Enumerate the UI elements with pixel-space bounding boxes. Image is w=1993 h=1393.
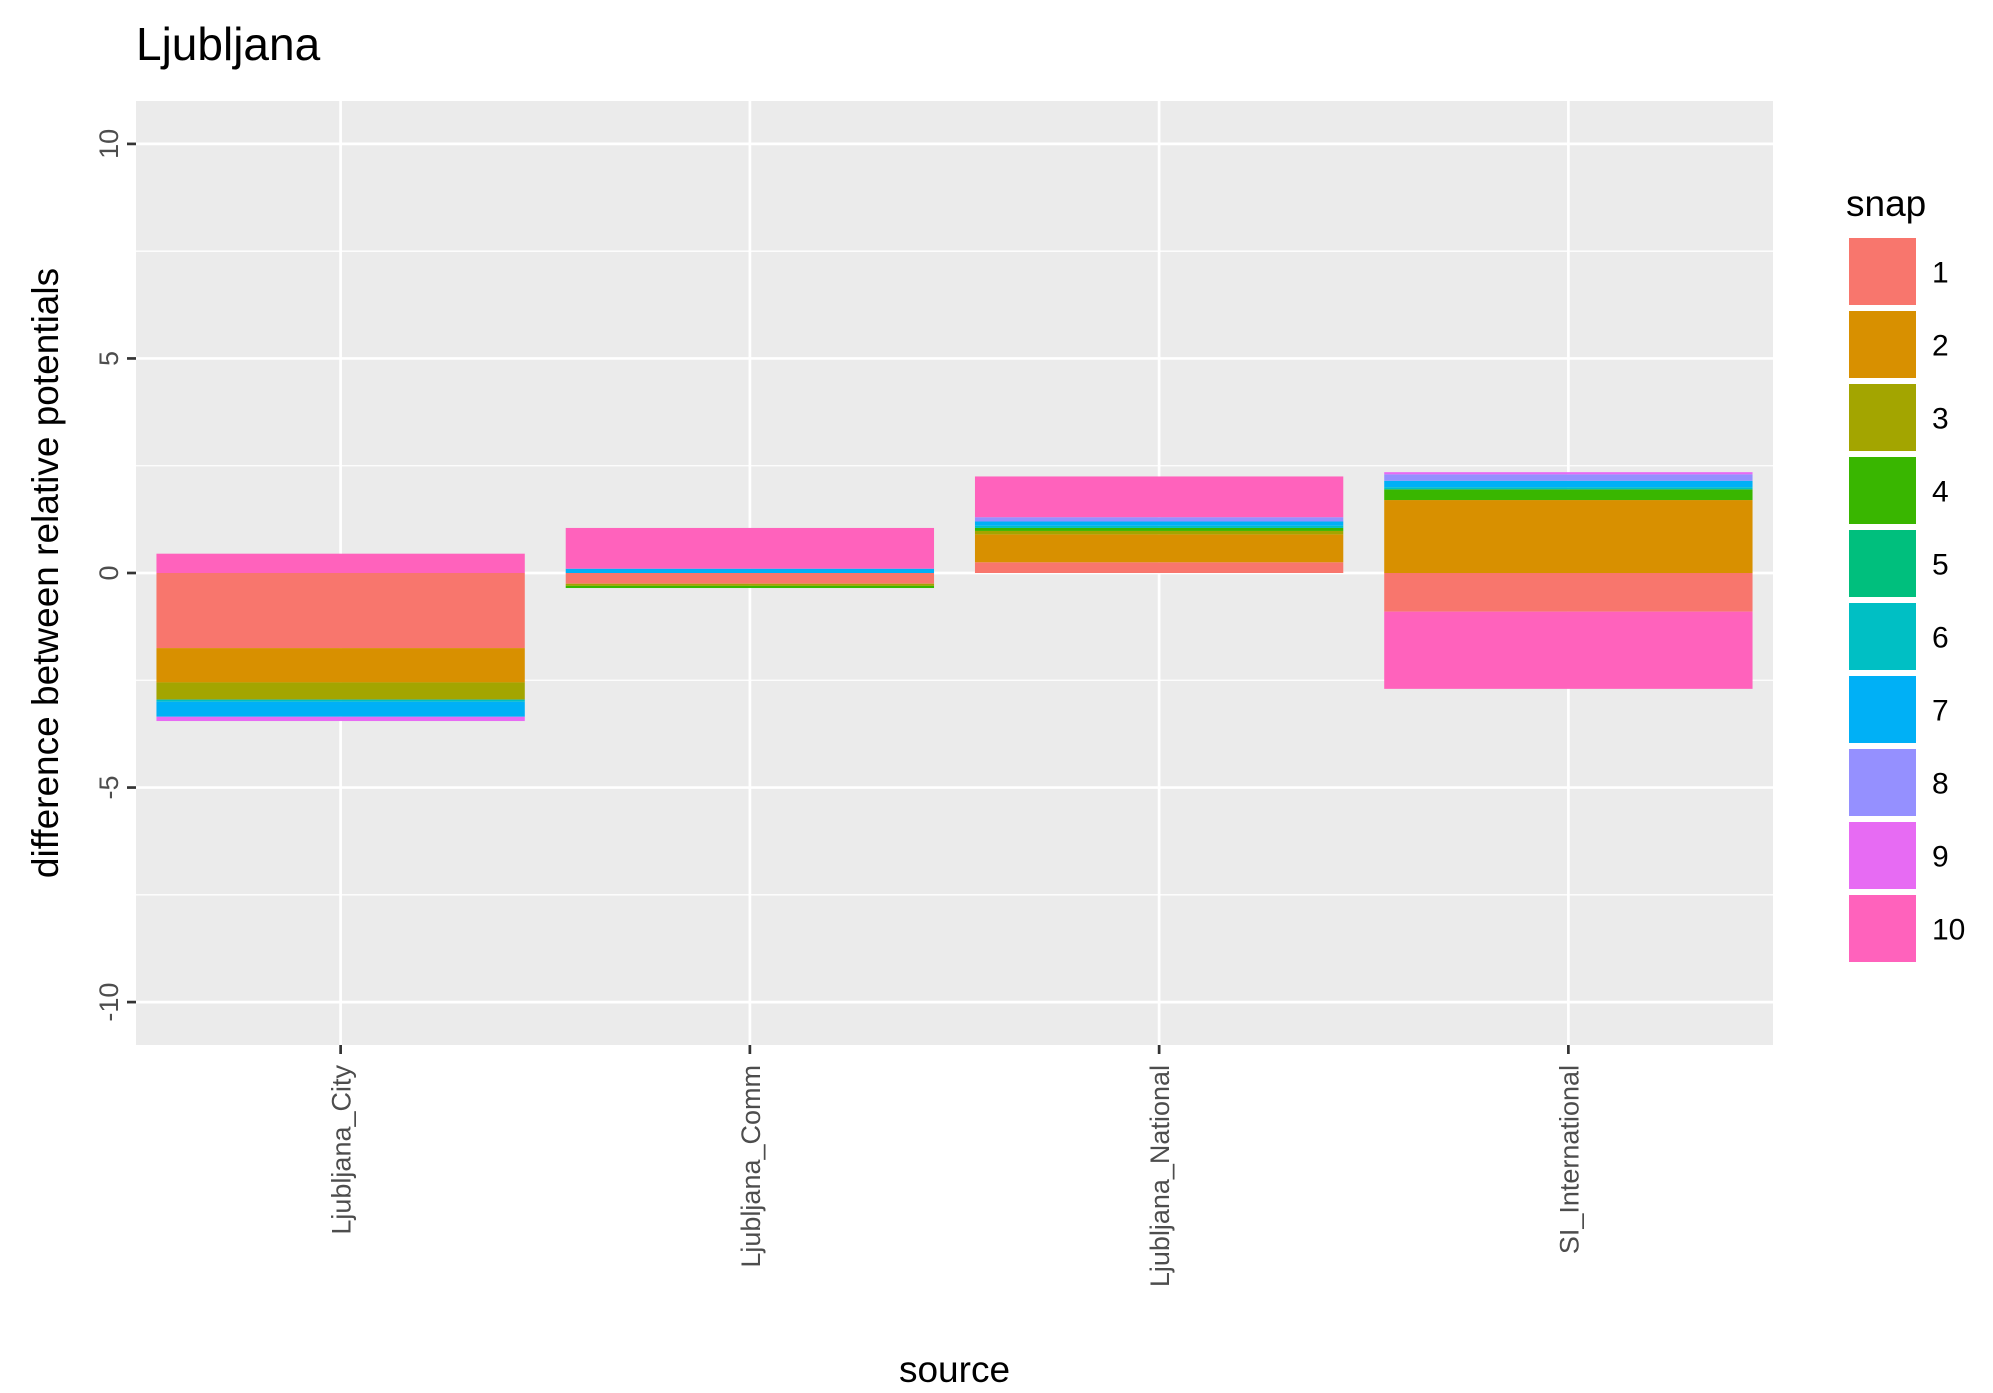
bar-segment	[1384, 611, 1753, 689]
legend-label: 9	[1932, 841, 1949, 874]
y-axis-title: difference between relative potentials	[25, 268, 66, 878]
bar-segment	[565, 568, 935, 573]
x-axis-title: source	[899, 1349, 1010, 1390]
legend-key	[1849, 676, 1916, 743]
legend-key	[1849, 457, 1916, 524]
x-tick-label: SI_International	[1554, 1065, 1584, 1254]
bar-segment	[565, 585, 935, 589]
bar-segment	[974, 562, 1344, 573]
legend-label: 1	[1932, 257, 1949, 290]
legend-key	[1849, 749, 1916, 816]
bar-segment	[1384, 472, 1753, 475]
bar-segment	[1384, 489, 1753, 501]
legend: snap 1 2 3 4 5 6 7 8 9 10	[1846, 183, 1965, 962]
chart-title: Ljubljana	[136, 18, 321, 70]
legend-key	[1849, 822, 1916, 889]
bar-segment	[156, 699, 525, 702]
bar-segment	[156, 682, 525, 700]
bars	[156, 472, 1753, 722]
bar-segment	[156, 716, 525, 722]
y-tick-label: 5	[94, 351, 124, 366]
axes: -10 -5 0 5 10 Ljubljana_City Ljubljana_Comm Lju…	[94, 129, 1584, 1287]
x-tick-label: Ljubljana_National	[1145, 1065, 1175, 1287]
y-tick-label: -10	[94, 983, 124, 1022]
x-tick-label: Ljubljana_City	[327, 1065, 357, 1235]
legend-key	[1849, 530, 1916, 597]
y-tick-label: 0	[94, 565, 124, 580]
bar-segment	[565, 527, 935, 569]
bar-segment	[1384, 500, 1753, 573]
bar-segment	[565, 573, 935, 584]
legend-label: 3	[1932, 403, 1949, 436]
legend-label: 4	[1932, 476, 1949, 509]
bar-segment	[974, 530, 1344, 535]
bar-segment	[156, 701, 525, 717]
bar-segment	[974, 517, 1344, 522]
legend-label: 10	[1932, 914, 1965, 947]
legend-label: 5	[1932, 549, 1949, 582]
legend-label: 8	[1932, 768, 1949, 801]
bar-segment	[974, 521, 1344, 526]
legend-key	[1849, 603, 1916, 670]
bar-segment	[1384, 474, 1753, 481]
x-tick-label: Ljubljana_Comm	[736, 1065, 766, 1268]
bar-segment	[1384, 573, 1753, 612]
bar-segment	[156, 553, 525, 573]
legend-key	[1849, 895, 1916, 962]
legend-key	[1849, 238, 1916, 305]
bar-segment	[565, 583, 935, 586]
legend-label: 7	[1932, 695, 1949, 728]
bar-segment	[974, 527, 1344, 531]
bar-segment	[1384, 480, 1753, 488]
bar-segment	[1384, 487, 1753, 490]
bar-segment	[974, 534, 1344, 563]
bar-segment	[974, 476, 1344, 518]
bar-segment	[974, 525, 1344, 528]
legend-key	[1849, 384, 1916, 451]
y-tick-label: 10	[94, 129, 124, 159]
bar-segment	[156, 648, 525, 683]
legend-label: 2	[1932, 330, 1949, 363]
y-tick-label: -5	[94, 776, 124, 800]
legend-key	[1849, 311, 1916, 378]
legend-title: snap	[1846, 183, 1926, 224]
bar-segment	[156, 573, 525, 649]
legend-label: 6	[1932, 622, 1949, 655]
